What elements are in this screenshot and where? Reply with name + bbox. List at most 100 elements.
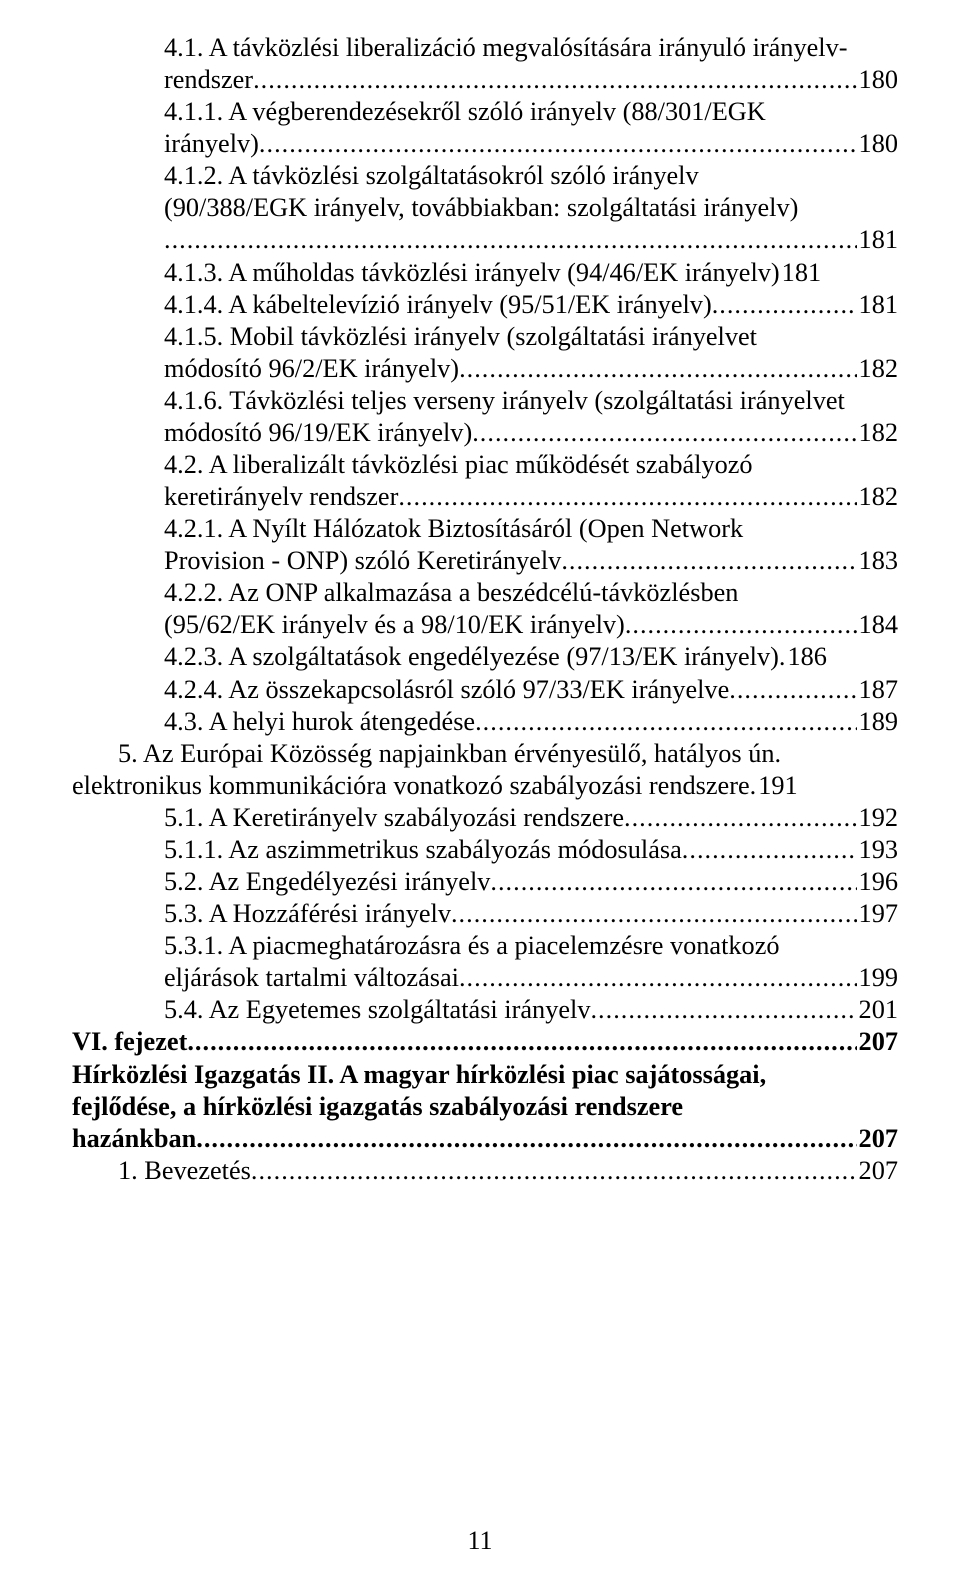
toc-entry-line: 4.2.1. A Nyílt Hálózatok Biztosításáról …	[72, 513, 898, 545]
toc-page-number: 197	[857, 898, 898, 930]
toc-entry-text: 4.1.1. A végberendezésekről szóló iránye…	[164, 97, 766, 126]
toc-dots-leader	[459, 962, 857, 994]
toc-short-dots: .	[750, 770, 757, 802]
toc-entry-line: 1. Bevezetés 207	[72, 1155, 898, 1187]
toc-page-number: 189	[857, 706, 898, 738]
toc-entry-line: 181	[72, 224, 898, 256]
toc-entry-text: VI. fejezet	[72, 1026, 187, 1058]
toc-entry-line: (90/388/EGK irányelv, továbbiakban: szol…	[72, 192, 898, 224]
toc-entry-text: Provision - ONP) szóló Keretirányelv	[164, 545, 561, 577]
toc-entry-text: 5.1.1. Az aszimmetrikus szabályozás módo…	[164, 834, 682, 866]
toc-dots-leader	[187, 1026, 856, 1058]
toc-dots-leader	[590, 994, 856, 1026]
toc-entry-line: 5.3.1. A piacmeghatározásra és a piacele…	[72, 930, 898, 962]
toc-dots-leader	[561, 545, 856, 577]
toc-entry-text: 4.2.3. A szolgáltatások engedélyezése (9…	[164, 641, 779, 673]
toc-entry-line: VI. fejezet207	[72, 1026, 898, 1058]
toc-page-number: 192	[857, 802, 898, 834]
toc-entry-line: 4.1.2. A távközlési szolgáltatásokról sz…	[72, 160, 898, 192]
toc-page-number: 207	[857, 1155, 898, 1187]
toc-page-number: 191	[756, 770, 797, 802]
toc-entry-line: keretirányelv rendszer 182	[72, 481, 898, 513]
toc-dots-leader	[490, 866, 856, 898]
toc-dots-leader	[164, 224, 857, 256]
toc-entry-line: 4.1.4. A kábeltelevízió irányelv (95/51/…	[72, 289, 898, 321]
toc-entry-line: 5.1. A Keretirányelv szabályozási rendsz…	[72, 802, 898, 834]
toc-entry-line: 4.1.1. A végberendezésekről szóló iránye…	[72, 96, 898, 128]
toc-entry-text: 4.3. A helyi hurok átengedése	[164, 706, 475, 738]
toc-entry-line: 4.1. A távközlési liberalizáció megvalós…	[72, 32, 898, 64]
toc-entry-line: Hírközlési Igazgatás II. A magyar hírköz…	[72, 1059, 898, 1091]
toc-dots-leader	[729, 674, 856, 706]
toc-entry-line: eljárások tartalmi változásai 199	[72, 962, 898, 994]
toc-entry-text: rendszer	[164, 64, 253, 96]
toc-entry-line: hazánkban 207	[72, 1123, 898, 1155]
toc-dots-leader	[459, 353, 856, 385]
toc-entry-text: Hírközlési Igazgatás II. A magyar hírköz…	[72, 1060, 766, 1089]
toc-entry-text: 5.1. A Keretirányelv szabályozási rendsz…	[164, 802, 624, 834]
toc-entry-text: irányelv)	[164, 128, 259, 160]
toc-page-number: 199	[857, 962, 898, 994]
toc-dots-leader	[625, 609, 857, 641]
toc-entry-text: 4.2.1. A Nyílt Hálózatok Biztosításáról …	[164, 514, 743, 543]
toc-entry-text: módosító 96/2/EK irányelv)	[164, 353, 459, 385]
toc-entry-text: 4.1.2. A távközlési szolgáltatásokról sz…	[164, 161, 699, 190]
toc-entry-text: 4.2.2. Az ONP alkalmazása a beszédcélú-t…	[164, 578, 738, 607]
toc-entry-line: irányelv) 180	[72, 128, 898, 160]
toc-page-number: 181	[857, 224, 898, 256]
toc-page-number: 182	[857, 417, 898, 449]
toc-entry-text: (95/62/EK irányelv és a 98/10/EK irányel…	[164, 609, 625, 641]
toc-page-number: 184	[857, 609, 898, 641]
toc-entry-text: 4.2. A liberalizált távközlési piac műkö…	[164, 450, 753, 479]
toc-entry-line: 4.1.3. A műholdas távközlési irányelv (9…	[72, 257, 898, 289]
page-content: 4.1. A távközlési liberalizáció megvalós…	[0, 0, 960, 1187]
toc-entry-text: 4.1.4. A kábeltelevízió irányelv (95/51/…	[164, 289, 712, 321]
toc-entry-text: 4.2.4. Az összekapcsolásról szóló 97/33/…	[164, 674, 729, 706]
toc-page-number: 181	[780, 257, 821, 289]
toc-entry-text: 1. Bevezetés	[118, 1155, 251, 1187]
toc-page-number: 196	[857, 866, 898, 898]
toc-entry-line: 4.1.6. Távközlési teljes verseny irányel…	[72, 385, 898, 417]
toc-entry-line: 4.3. A helyi hurok átengedése 189	[72, 706, 898, 738]
toc-entry-text: 5. Az Európai Közösség napjainkban érvén…	[118, 739, 781, 768]
toc-dots-leader	[451, 898, 857, 930]
toc-entry-line: fejlődése, a hírközlési igazgatás szabál…	[72, 1091, 898, 1123]
toc-entry-text: eljárások tartalmi változásai	[164, 962, 459, 994]
toc-entry-text: 4.1.6. Távközlési teljes verseny irányel…	[164, 386, 845, 415]
toc-entry-line: 4.2.4. Az összekapcsolásról szóló 97/33/…	[72, 674, 898, 706]
toc-entry-text: hazánkban	[72, 1123, 196, 1155]
toc-entry-line: (95/62/EK irányelv és a 98/10/EK irányel…	[72, 609, 898, 641]
toc-entry-text: 4.1.3. A műholdas távközlési irányelv (9…	[164, 257, 780, 289]
toc-dots-leader	[475, 706, 856, 738]
toc-entry-text: 4.1.5. Mobil távközlési irányelv (szolgá…	[164, 322, 757, 351]
toc-dots-leader	[712, 289, 857, 321]
toc-entry-line: elektronikus kommunikációra vonatkozó sz…	[72, 770, 898, 802]
toc-page-number: 182	[857, 481, 898, 513]
toc-entry-text: 5.3.1. A piacmeghatározásra és a piacele…	[164, 931, 780, 960]
toc-page-number: 181	[857, 289, 898, 321]
toc-entry-line: módosító 96/19/EK irányelv) 182	[72, 417, 898, 449]
toc-short-dots: .	[779, 641, 786, 673]
toc-dots-leader	[398, 481, 856, 513]
toc-entry-line: rendszer180	[72, 64, 898, 96]
toc-entry-line: Provision - ONP) szóló Keretirányelv183	[72, 545, 898, 577]
toc-entry-line: 5.1.1. Az aszimmetrikus szabályozás módo…	[72, 834, 898, 866]
toc-page-number: 180	[857, 128, 898, 160]
toc-entry-text: 4.1. A távközlési liberalizáció megvalós…	[164, 33, 848, 62]
toc-page-number: 207	[857, 1123, 898, 1155]
toc-entry-text: módosító 96/19/EK irányelv)	[164, 417, 472, 449]
toc-dots-leader	[251, 1155, 857, 1187]
toc-entry-line: 5.4. Az Egyetemes szolgáltatási irányelv…	[72, 994, 898, 1026]
toc-entry-text: fejlődése, a hírközlési igazgatás szabál…	[72, 1092, 683, 1121]
toc-page-number: 187	[857, 674, 898, 706]
toc-entry-text: elektronikus kommunikációra vonatkozó sz…	[72, 770, 750, 802]
toc-entry-text: 5.4. Az Egyetemes szolgáltatási irányelv	[164, 994, 590, 1026]
toc-dots-leader	[196, 1123, 856, 1155]
toc-entry-text: keretirányelv rendszer	[164, 481, 398, 513]
toc-dots-leader	[253, 64, 856, 96]
toc-entry-line: módosító 96/2/EK irányelv)182	[72, 353, 898, 385]
toc-entry-line: 4.2.3. A szolgáltatások engedélyezése (9…	[72, 641, 898, 673]
toc-dots-leader	[624, 802, 857, 834]
toc-entry-line: 5.3. A Hozzáférési irányelv197	[72, 898, 898, 930]
toc-dots-leader	[259, 128, 857, 160]
